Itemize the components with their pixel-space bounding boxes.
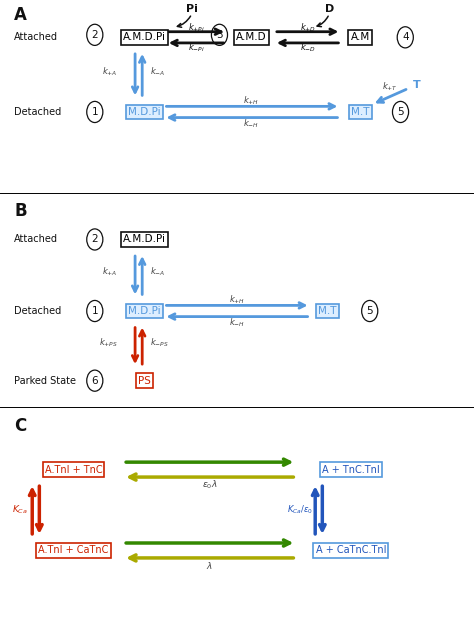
- Text: A + CaTnC.TnI: A + CaTnC.TnI: [316, 545, 386, 555]
- Text: $k_{-D}$: $k_{-D}$: [300, 42, 316, 54]
- Text: $\lambda$: $\lambda$: [206, 560, 213, 571]
- Text: 6: 6: [91, 376, 98, 386]
- Text: A: A: [14, 6, 27, 24]
- Text: 1: 1: [91, 107, 98, 117]
- Text: $k_{-A}$: $k_{-A}$: [150, 65, 165, 78]
- Text: $K_{Ca}/\varepsilon_0$: $K_{Ca}/\varepsilon_0$: [287, 504, 313, 516]
- Text: 1: 1: [91, 306, 98, 316]
- Text: $k_{-H}$: $k_{-H}$: [229, 317, 245, 329]
- Text: Parked State: Parked State: [14, 376, 76, 386]
- Text: Attached: Attached: [14, 234, 58, 244]
- Text: M.T: M.T: [318, 306, 337, 316]
- Text: $k_{+T}$: $k_{+T}$: [383, 81, 398, 93]
- Text: M.D.Pi: M.D.Pi: [128, 306, 161, 316]
- Text: $k_{-H}$: $k_{-H}$: [243, 118, 259, 130]
- Text: $\varepsilon_0\lambda$: $\varepsilon_0\lambda$: [202, 478, 218, 491]
- Text: C: C: [14, 417, 27, 435]
- Text: $k_{+A}$: $k_{+A}$: [102, 65, 118, 78]
- Text: $K_{Ca}$: $K_{Ca}$: [12, 504, 27, 516]
- Text: $k_{+Pi}$: $k_{+Pi}$: [188, 21, 205, 34]
- Text: A.M.D.Pi: A.M.D.Pi: [123, 234, 166, 244]
- Text: $k_{+D}$: $k_{+D}$: [300, 21, 316, 34]
- Text: Detached: Detached: [14, 107, 62, 117]
- Text: $k_{+H}$: $k_{+H}$: [243, 95, 259, 107]
- Text: A.TnI + TnC: A.TnI + TnC: [45, 465, 102, 475]
- Text: $k_{+H}$: $k_{+H}$: [229, 294, 245, 306]
- Text: A + TnC.TnI: A + TnC.TnI: [322, 465, 380, 475]
- Text: D: D: [325, 4, 334, 14]
- Text: T: T: [412, 80, 420, 90]
- Text: $k_{-Pi}$: $k_{-Pi}$: [188, 42, 205, 54]
- Text: Pi: Pi: [186, 4, 198, 14]
- Text: 2: 2: [91, 234, 98, 244]
- Text: M.T: M.T: [351, 107, 370, 117]
- Text: $k_{-PS}$: $k_{-PS}$: [150, 337, 169, 349]
- Text: $k_{-A}$: $k_{-A}$: [150, 266, 165, 279]
- Text: M.D.Pi: M.D.Pi: [128, 107, 161, 117]
- Text: A.M.D.Pi: A.M.D.Pi: [123, 32, 166, 42]
- Text: A.M.D: A.M.D: [236, 32, 266, 42]
- Text: A.TnI + CaTnC: A.TnI + CaTnC: [38, 545, 109, 555]
- Text: Attached: Attached: [14, 32, 58, 42]
- Text: B: B: [14, 202, 27, 220]
- Text: A.M: A.M: [351, 32, 370, 42]
- Text: 5: 5: [366, 306, 373, 316]
- Text: Detached: Detached: [14, 306, 62, 316]
- Text: 4: 4: [402, 32, 409, 42]
- Text: $k_{+A}$: $k_{+A}$: [102, 266, 118, 279]
- Text: 2: 2: [91, 30, 98, 40]
- Text: 5: 5: [397, 107, 404, 117]
- Text: PS: PS: [138, 376, 151, 386]
- Text: 3: 3: [216, 30, 223, 40]
- Text: $k_{+PS}$: $k_{+PS}$: [99, 337, 118, 349]
